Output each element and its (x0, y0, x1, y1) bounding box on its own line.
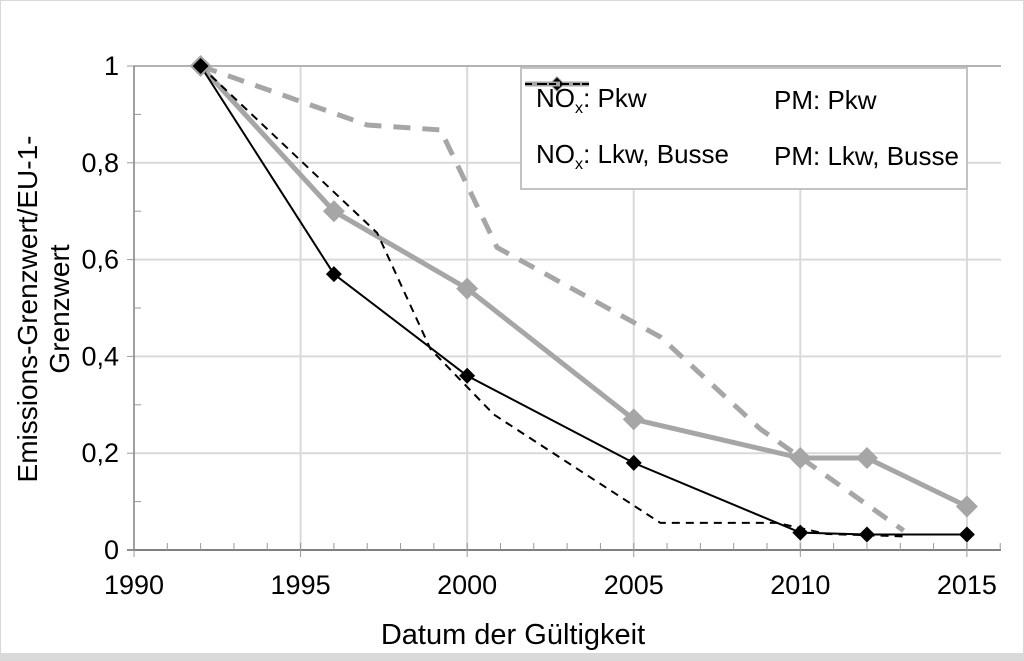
marker-nox-pkw (955, 495, 978, 518)
marker-pm-pkw (325, 266, 342, 283)
marker-nox-pkw (855, 447, 878, 470)
marker-nox-pkw (622, 408, 645, 431)
x-tick-label: 2015 (937, 570, 997, 600)
y-axis-title: Emissions-Grenzwert/EU-1-Grenzwert (12, 135, 75, 483)
y-tick-label: 0,2 (81, 438, 119, 468)
legend-item-nox-lkw-busse: NOx: Lkw, Busse (525, 81, 774, 174)
y-tick-label: 0,4 (81, 341, 119, 371)
marker-nox-pkw (456, 277, 479, 300)
figure-bottom-edge (1, 653, 1023, 660)
legend-line-sample (525, 83, 589, 85)
series-line-pm-lkw-busse (199, 65, 904, 538)
legend-label: NOx: Lkw, Busse (536, 138, 730, 173)
marker-nox-pkw (322, 200, 345, 223)
y-tick-label: 0,6 (81, 245, 119, 275)
marker-pm-pkw (459, 367, 476, 384)
y-tick-label: 0 (104, 535, 119, 565)
x-axis-title: Datum der Gültigkeit (380, 619, 646, 651)
marker-pm-pkw (858, 526, 875, 543)
x-tick-label: 2010 (770, 570, 830, 600)
y-tick-label: 1 (104, 51, 119, 81)
chart-legend: NOx: Pkw PM: Pkw NOx: Lkw, Busse PM: Lkw, B… (520, 67, 968, 190)
marker-pm-pkw (792, 524, 809, 541)
x-tick-label: 2000 (437, 570, 497, 600)
marker-pm-pkw (625, 454, 642, 471)
x-tick-label: 1995 (271, 570, 331, 600)
legend-label-subscript: x (575, 154, 584, 173)
legend-label: PM: Lkw, Busse (774, 140, 959, 171)
marker-pm-pkw (192, 58, 209, 74)
x-tick-label: 1990 (104, 570, 164, 600)
marker-pm-pkw (958, 526, 975, 543)
legend-item-pm-lkw-busse: PM: Lkw, Busse (525, 83, 966, 172)
legend-label-subscript: x (575, 99, 584, 118)
y-tick-label: 0,8 (81, 148, 119, 178)
legend-label: PM: Pkw (774, 85, 877, 116)
marker-nox-pkw (789, 447, 812, 470)
legend-item-pm-pkw: PM: Pkw (525, 77, 966, 116)
x-tick-label: 2005 (604, 570, 664, 600)
series-line-nox-lkw-busse (199, 63, 906, 533)
